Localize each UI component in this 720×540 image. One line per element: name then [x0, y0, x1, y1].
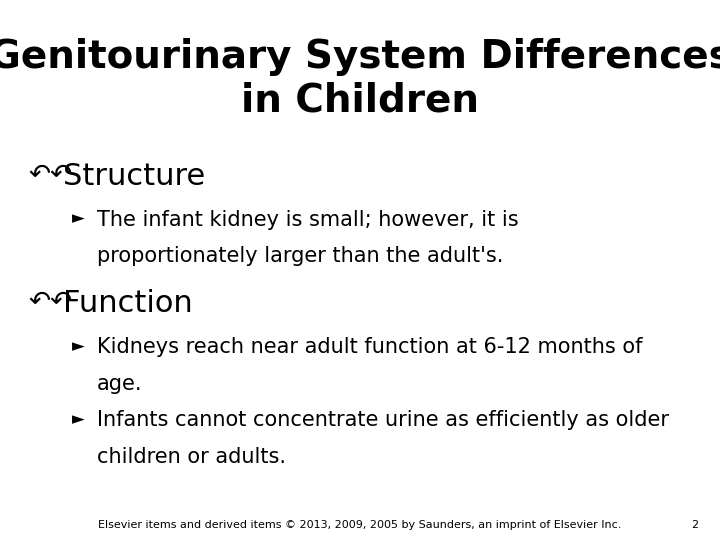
Text: The infant kidney is small; however, it is: The infant kidney is small; however, it … — [97, 210, 519, 230]
Text: ►: ► — [72, 410, 85, 428]
Text: ►: ► — [72, 210, 85, 227]
Text: children or adults.: children or adults. — [97, 447, 287, 467]
Text: Kidneys reach near adult function at 6-12 months of: Kidneys reach near adult function at 6-1… — [97, 337, 643, 357]
Text: Genitourinary System Differences
in Children: Genitourinary System Differences in Chil… — [0, 38, 720, 120]
Text: 2: 2 — [691, 520, 698, 530]
Text: age.: age. — [97, 374, 143, 394]
Text: ↶↶: ↶↶ — [29, 289, 73, 315]
Text: Function: Function — [63, 289, 193, 319]
Text: Structure: Structure — [63, 162, 206, 191]
Text: Elsevier items and derived items © 2013, 2009, 2005 by Saunders, an imprint of E: Elsevier items and derived items © 2013,… — [99, 520, 621, 530]
Text: ↶↶: ↶↶ — [29, 162, 73, 188]
Text: ►: ► — [72, 337, 85, 355]
Text: proportionately larger than the adult's.: proportionately larger than the adult's. — [97, 246, 503, 266]
Text: Infants cannot concentrate urine as efficiently as older: Infants cannot concentrate urine as effi… — [97, 410, 669, 430]
